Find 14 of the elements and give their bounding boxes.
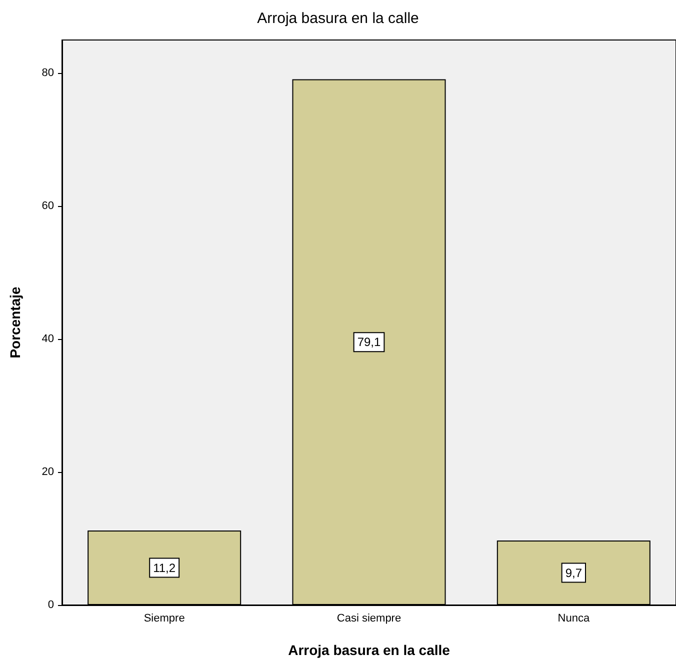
y-tick-label: 0 [48, 599, 54, 611]
data-label: 9,7 [565, 566, 582, 580]
x-tick-label: Nunca [558, 612, 590, 624]
y-tick-label: 40 [42, 333, 54, 346]
y-axis-title: Porcentaje [7, 286, 23, 358]
y-tick-label: 80 [42, 67, 54, 80]
y-tick-label: 60 [42, 200, 54, 212]
data-label: 11,2 [153, 560, 176, 575]
x-axis-title: Arroja basura en la calle [288, 642, 450, 658]
x-tick-label: Casi siempre [336, 612, 402, 624]
data-label: 79,1 [357, 335, 381, 350]
y-tick-label: 20 [42, 466, 54, 478]
x-tick-label: Siempre [144, 612, 185, 624]
chart-title: Arroja basura en la calle [257, 10, 419, 27]
